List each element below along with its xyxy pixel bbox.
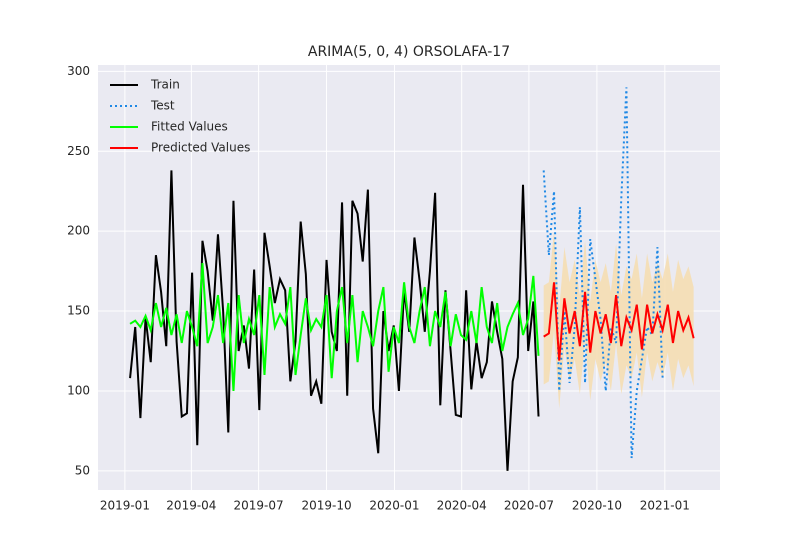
y-tick-label: 200: [67, 224, 90, 238]
x-tick-label: 2019-01: [100, 499, 150, 513]
y-tick-label: 100: [67, 383, 90, 397]
series-line: [542, 87, 664, 459]
x-tick-label: 2019-04: [166, 499, 216, 513]
series-line: [129, 263, 540, 391]
x-tick-label: 2020-04: [437, 499, 487, 513]
x-tick-label: 2019-10: [301, 499, 351, 513]
y-tick-label: 300: [67, 64, 90, 78]
legend-label: Predicted Values: [151, 141, 250, 155]
x-tick-label: 2020-07: [504, 499, 554, 513]
chart-title: ARIMA(5, 0, 4) ORSOLAFA-17: [308, 44, 510, 60]
y-tick-label: 150: [67, 304, 90, 318]
series-line: [543, 282, 695, 361]
x-tick-label: 2019-07: [234, 499, 284, 513]
legend-label: Fitted Values: [151, 120, 228, 134]
y-tick-label: 50: [75, 463, 90, 477]
x-tick-label: 2020-10: [572, 499, 622, 513]
legend-label: Train: [150, 78, 180, 92]
x-tick-label: 2020-01: [369, 499, 419, 513]
y-tick-label: 250: [67, 144, 90, 158]
x-tick-label: 2021-01: [640, 499, 690, 513]
legend-label: Test: [150, 99, 175, 113]
